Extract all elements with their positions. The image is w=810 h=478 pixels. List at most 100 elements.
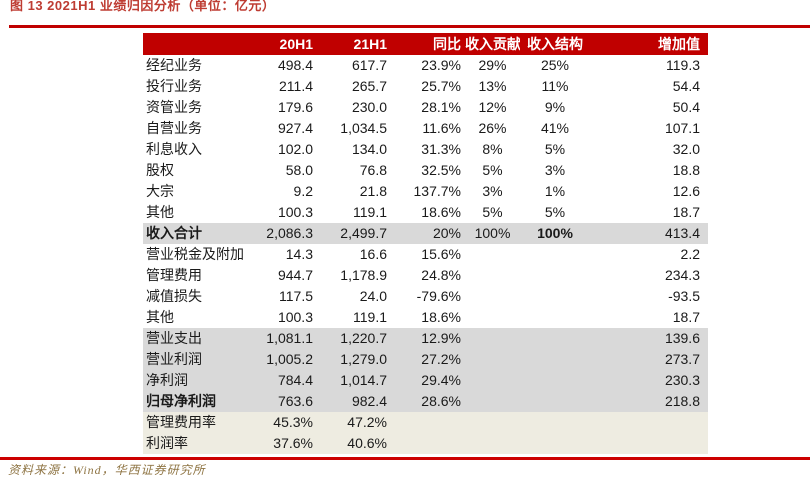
cell bbox=[465, 391, 520, 412]
table-row: 减值损失 117.5 24.0 -79.6% -93.5 bbox=[143, 286, 708, 307]
cell: 1,014.7 bbox=[317, 370, 391, 391]
row-label: 其他 bbox=[143, 307, 255, 328]
cell: 117.5 bbox=[255, 286, 317, 307]
cell: 230.0 bbox=[317, 97, 391, 118]
row-label: 自营业务 bbox=[143, 118, 255, 139]
cell: 9.2 bbox=[255, 181, 317, 202]
cell: 14.3 bbox=[255, 244, 317, 265]
cell: 413.4 bbox=[590, 223, 708, 244]
table-row: 其他 100.3 119.1 18.6% 5% 5% 18.7 bbox=[143, 202, 708, 223]
cell: 1,081.1 bbox=[255, 328, 317, 349]
cell: 29.4% bbox=[391, 370, 465, 391]
cell: 927.4 bbox=[255, 118, 317, 139]
cell: 26% bbox=[465, 118, 520, 139]
row-label: 营业税金及附加 bbox=[143, 244, 255, 265]
source-note: 资料来源：Wind，华西证券研究所 bbox=[8, 463, 206, 477]
cell: 47.2% bbox=[317, 412, 391, 433]
cell: 5% bbox=[520, 139, 590, 160]
cell: -79.6% bbox=[391, 286, 465, 307]
cell: 24.8% bbox=[391, 265, 465, 286]
cell: 179.6 bbox=[255, 97, 317, 118]
cell: 100.3 bbox=[255, 307, 317, 328]
cell: 18.6% bbox=[391, 202, 465, 223]
cell: 25% bbox=[520, 55, 590, 76]
table-row: 经纪业务 498.4 617.7 23.9% 29% 25% 119.3 bbox=[143, 55, 708, 76]
cell: 9% bbox=[520, 97, 590, 118]
cell: 498.4 bbox=[255, 55, 317, 76]
row-label: 资管业务 bbox=[143, 97, 255, 118]
cell: 211.4 bbox=[255, 76, 317, 97]
cell: 100% bbox=[520, 223, 590, 244]
cell: 18.7 bbox=[590, 202, 708, 223]
cell: 265.7 bbox=[317, 76, 391, 97]
table-row: 股权 58.0 76.8 32.5% 5% 3% 18.8 bbox=[143, 160, 708, 181]
row-label: 利润率 bbox=[143, 433, 255, 454]
cell: 41% bbox=[520, 118, 590, 139]
cell: 28.6% bbox=[391, 391, 465, 412]
row-label: 营业支出 bbox=[143, 328, 255, 349]
cell: 1,005.2 bbox=[255, 349, 317, 370]
cell: 119.1 bbox=[317, 202, 391, 223]
cell bbox=[520, 391, 590, 412]
cell: 21.8 bbox=[317, 181, 391, 202]
cell bbox=[520, 328, 590, 349]
cell: 5% bbox=[465, 202, 520, 223]
cell: 5% bbox=[465, 160, 520, 181]
cell bbox=[465, 286, 520, 307]
row-label: 经纪业务 bbox=[143, 55, 255, 76]
cell bbox=[520, 244, 590, 265]
cell bbox=[465, 307, 520, 328]
bottom-accent-line bbox=[0, 457, 810, 460]
cell bbox=[465, 328, 520, 349]
cell bbox=[465, 244, 520, 265]
column-header-2: 21H1 bbox=[317, 33, 391, 55]
column-header-3: 同比 bbox=[391, 33, 465, 55]
cell: 32.5% bbox=[391, 160, 465, 181]
table-row: 自营业务 927.4 1,034.5 11.6% 26% 41% 107.1 bbox=[143, 118, 708, 139]
cell: 784.4 bbox=[255, 370, 317, 391]
cell: 1,220.7 bbox=[317, 328, 391, 349]
cell: 2,086.3 bbox=[255, 223, 317, 244]
cell: 11% bbox=[520, 76, 590, 97]
cell: 50.4 bbox=[590, 97, 708, 118]
row-label: 股权 bbox=[143, 160, 255, 181]
cell: 3% bbox=[465, 181, 520, 202]
cell: 12% bbox=[465, 97, 520, 118]
cell bbox=[520, 412, 590, 433]
table-row: 其他 100.3 119.1 18.6% 18.7 bbox=[143, 307, 708, 328]
cell bbox=[465, 433, 520, 454]
row-label: 其他 bbox=[143, 202, 255, 223]
cell: 15.6% bbox=[391, 244, 465, 265]
cell bbox=[465, 265, 520, 286]
top-accent-line bbox=[9, 25, 810, 28]
row-label: 归母净利润 bbox=[143, 391, 255, 412]
cell: 107.1 bbox=[590, 118, 708, 139]
cell bbox=[590, 433, 708, 454]
cell: 137.7% bbox=[391, 181, 465, 202]
cell: 763.6 bbox=[255, 391, 317, 412]
cell bbox=[465, 349, 520, 370]
column-header-empty bbox=[143, 33, 255, 55]
column-header-6: 增加值 bbox=[590, 33, 708, 55]
table-header: 20H1 21H1 同比 收入贡献 收入结构 增加值 bbox=[143, 33, 708, 55]
figure-title: 图 13 2021H1 业绩归因分析（单位：亿元） bbox=[10, 0, 276, 13]
cell: 1,034.5 bbox=[317, 118, 391, 139]
cell: 119.1 bbox=[317, 307, 391, 328]
cell: 31.3% bbox=[391, 139, 465, 160]
cell: 45.3% bbox=[255, 412, 317, 433]
table-row: 大宗 9.2 21.8 137.7% 3% 1% 12.6 bbox=[143, 181, 708, 202]
cell bbox=[391, 412, 465, 433]
row-label: 净利润 bbox=[143, 370, 255, 391]
cell: 25.7% bbox=[391, 76, 465, 97]
cell: 18.6% bbox=[391, 307, 465, 328]
row-label: 投行业务 bbox=[143, 76, 255, 97]
cell: 16.6 bbox=[317, 244, 391, 265]
cell: 234.3 bbox=[590, 265, 708, 286]
cell: 230.3 bbox=[590, 370, 708, 391]
column-header-5: 收入结构 bbox=[520, 33, 590, 55]
cell: 3% bbox=[520, 160, 590, 181]
cell: 32.0 bbox=[590, 139, 708, 160]
table-row: 投行业务 211.4 265.7 25.7% 13% 11% 54.4 bbox=[143, 76, 708, 97]
table-row: 资管业务 179.6 230.0 28.1% 12% 9% 50.4 bbox=[143, 97, 708, 118]
cell: 944.7 bbox=[255, 265, 317, 286]
